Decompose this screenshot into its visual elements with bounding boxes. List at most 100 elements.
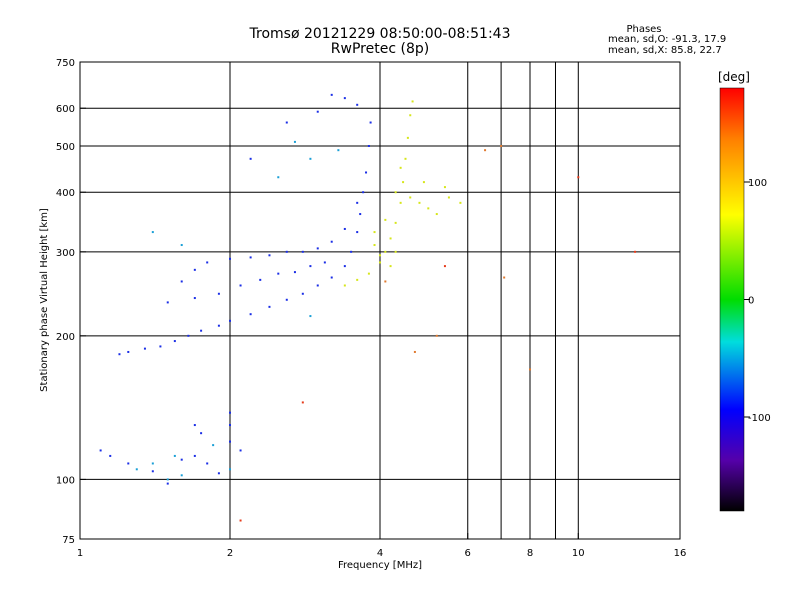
x-tick-label: 2 (227, 548, 233, 559)
data-point (249, 157, 252, 160)
data-point (309, 315, 312, 318)
data-point (316, 110, 319, 113)
data-point (367, 272, 370, 275)
chart-subtitle: RwPretec (8p) (330, 41, 430, 57)
data-point (404, 157, 407, 160)
data-point (435, 334, 438, 337)
data-point (384, 218, 387, 221)
data-point (379, 254, 381, 257)
axis-ticks: 1 2 4 6 8 10 16 75 100 200 300 400 500 600 750 (56, 58, 686, 559)
axis-labels: Frequency [MHz] Stationary phase Virtual… (39, 208, 422, 571)
data-point (394, 221, 397, 224)
data-point (367, 144, 370, 147)
data-point (229, 257, 231, 260)
data-point (500, 144, 503, 147)
data-point (406, 136, 409, 139)
data-point (249, 256, 252, 259)
data-point (217, 472, 220, 475)
data-point (330, 276, 333, 279)
y-tick-label: 400 (56, 188, 75, 199)
data-point (166, 301, 169, 304)
data-point (293, 140, 296, 143)
grid (80, 62, 680, 539)
data-point (268, 254, 271, 257)
data-point (135, 468, 138, 471)
x-tick-label: 10 (572, 548, 585, 559)
data-point (356, 103, 359, 106)
data-point (373, 244, 376, 247)
data-point (394, 250, 397, 253)
data-point (365, 171, 368, 174)
data-point (362, 191, 365, 194)
data-point (239, 284, 242, 287)
y-tick-label: 500 (56, 142, 75, 153)
data-point (206, 261, 209, 264)
data-point (206, 462, 209, 465)
x-tick-label: 8 (527, 548, 533, 559)
data-point (356, 201, 359, 204)
data-point (166, 482, 169, 485)
data-point (173, 340, 176, 343)
data-point (316, 247, 319, 250)
data-point (309, 265, 312, 268)
colorbar-ticks: 100 0 -100 (744, 178, 771, 424)
y-tick-label: 300 (56, 248, 75, 259)
data-point (180, 280, 183, 283)
data-point (200, 432, 203, 435)
data-point (350, 250, 353, 253)
data-point (323, 261, 326, 264)
data-point (379, 261, 381, 264)
data-point (343, 284, 346, 287)
y-tick-label: 75 (62, 535, 75, 546)
data-point (285, 298, 288, 301)
data-point (529, 368, 531, 371)
data-point (389, 237, 392, 240)
data-point (484, 149, 487, 152)
data-point (109, 454, 112, 457)
data-point (239, 519, 242, 522)
data-point (239, 449, 242, 452)
data-point (277, 176, 280, 179)
data-point (259, 278, 262, 281)
data-point (503, 276, 506, 279)
data-point (316, 284, 319, 287)
data-point (373, 231, 376, 234)
data-point (173, 454, 176, 457)
data-point (309, 157, 312, 160)
data-point (118, 353, 121, 356)
data-point (193, 297, 196, 300)
data-point (343, 265, 346, 268)
colorbar-tick-label: -100 (748, 413, 771, 424)
data-point (389, 265, 392, 268)
data-point (229, 468, 231, 471)
data-point (343, 227, 346, 230)
data-point (577, 176, 580, 179)
data-point (200, 329, 203, 332)
data-point (99, 449, 102, 452)
y-tick-label: 750 (56, 58, 75, 69)
data-point (180, 474, 183, 477)
data-point (634, 250, 637, 253)
colorbar-tick-label: 100 (748, 178, 767, 189)
data-point (127, 350, 130, 353)
data-point (343, 97, 346, 100)
data-point (384, 280, 387, 283)
data-point (301, 292, 304, 295)
y-tick-label: 600 (56, 104, 75, 115)
data-point (394, 191, 397, 194)
data-point (369, 121, 372, 124)
y-axis-label: Stationary phase Virtual Height [km] (39, 208, 50, 392)
colorbar-tick-label: 0 (748, 296, 754, 307)
data-point (229, 424, 231, 427)
data-point (422, 181, 425, 184)
data-point (212, 444, 215, 447)
colorbar-unit: [deg] (718, 70, 750, 84)
data-point (285, 121, 288, 124)
data-point (193, 268, 196, 271)
data-point (217, 292, 220, 295)
data-point (418, 201, 421, 204)
data-point (187, 334, 190, 337)
data-point (337, 149, 340, 152)
data-point (193, 424, 196, 427)
x-tick-label: 4 (377, 548, 383, 559)
